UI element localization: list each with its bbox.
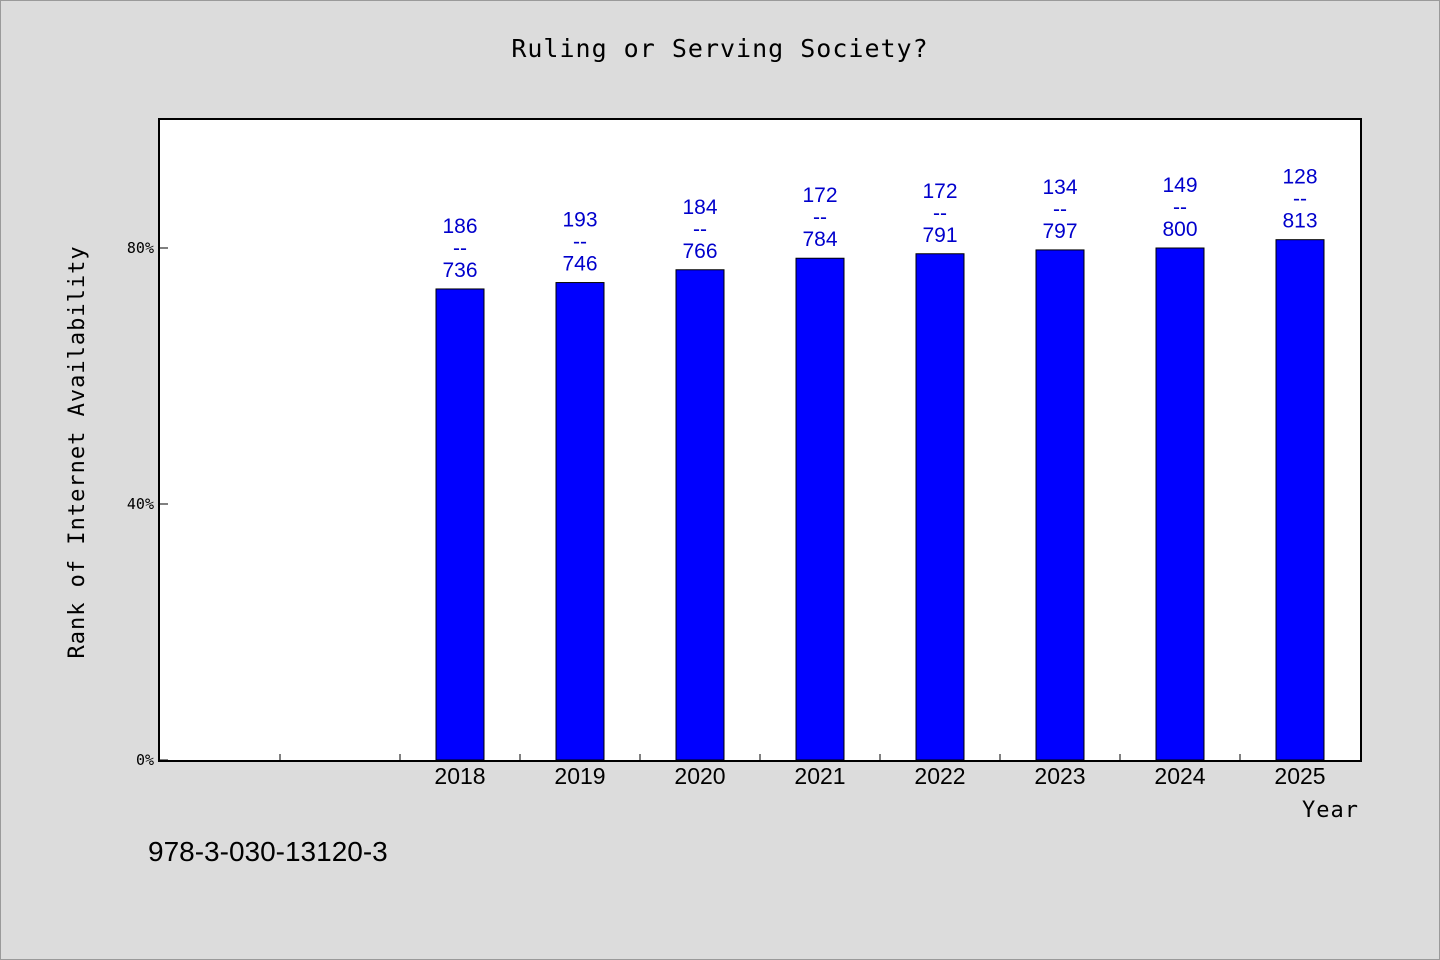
- y-axis-title: Rank of Internet Availability: [65, 245, 90, 658]
- y-tick-label: 40%: [127, 495, 154, 513]
- x-tick-label: 2019: [554, 763, 605, 789]
- bar-label-count: 746: [562, 253, 597, 276]
- y-tick-label: 0%: [136, 751, 154, 769]
- x-tick-label: 2024: [1154, 763, 1205, 789]
- x-tick-label: 2018: [434, 763, 485, 789]
- bar-label-count: 766: [682, 240, 717, 263]
- bar-label-count: 791: [922, 224, 957, 247]
- bar-label-rank: 172: [922, 180, 957, 203]
- y-tick-label: 80%: [127, 239, 154, 257]
- bar-label-sep: --: [453, 237, 467, 260]
- bar-label-sep: --: [1053, 198, 1067, 221]
- bar-label-rank: 149: [1162, 174, 1197, 197]
- x-tick-label: 2021: [794, 763, 845, 789]
- bar-label-rank: 128: [1282, 166, 1317, 189]
- x-tick-label: 2020: [674, 763, 725, 789]
- x-axis-title: Year: [1302, 798, 1359, 823]
- bar-label-sep: --: [1173, 196, 1187, 219]
- bar-label-sep: --: [693, 218, 707, 241]
- bar-label-rank: 193: [562, 209, 597, 232]
- bar-label-sep: --: [1293, 188, 1307, 211]
- bar-label-sep: --: [573, 231, 587, 254]
- bar-label-count: 736: [442, 259, 477, 282]
- bar-label-count: 797: [1042, 220, 1077, 243]
- bar: [1275, 239, 1325, 761]
- bar: [795, 257, 845, 761]
- bar-label-rank: 134: [1042, 176, 1077, 199]
- chart-title: Ruling or Serving Society?: [511, 34, 929, 63]
- bar: [1155, 247, 1205, 761]
- bar-label-rank: 186: [442, 215, 477, 238]
- bar: [675, 269, 725, 761]
- bar: [1035, 249, 1085, 761]
- bar-label-rank: 184: [682, 196, 717, 219]
- x-tick-label: 2023: [1034, 763, 1085, 789]
- x-tick-label: 2022: [914, 763, 965, 789]
- bar: [555, 282, 605, 761]
- bar-label-count: 784: [802, 228, 837, 251]
- bar: [435, 288, 485, 761]
- x-tick-label: 2025: [1274, 763, 1325, 789]
- bars: [435, 239, 1325, 761]
- isbn-label: 978-3-030-13120-3: [148, 836, 388, 867]
- bar-label-count: 813: [1282, 210, 1317, 233]
- bar-label-count: 800: [1162, 218, 1197, 241]
- bar-label-sep: --: [813, 206, 827, 229]
- axis-ticks: 0% 40% 80% 2018 2019 2020 2021 2022 2023 2024 2025: [127, 239, 1326, 789]
- bar-label-rank: 172: [802, 184, 837, 207]
- bar-label-sep: --: [933, 202, 947, 225]
- bar: [915, 253, 965, 761]
- bar-labels: 186--736193--746184--766172--784172--791…: [442, 166, 1317, 282]
